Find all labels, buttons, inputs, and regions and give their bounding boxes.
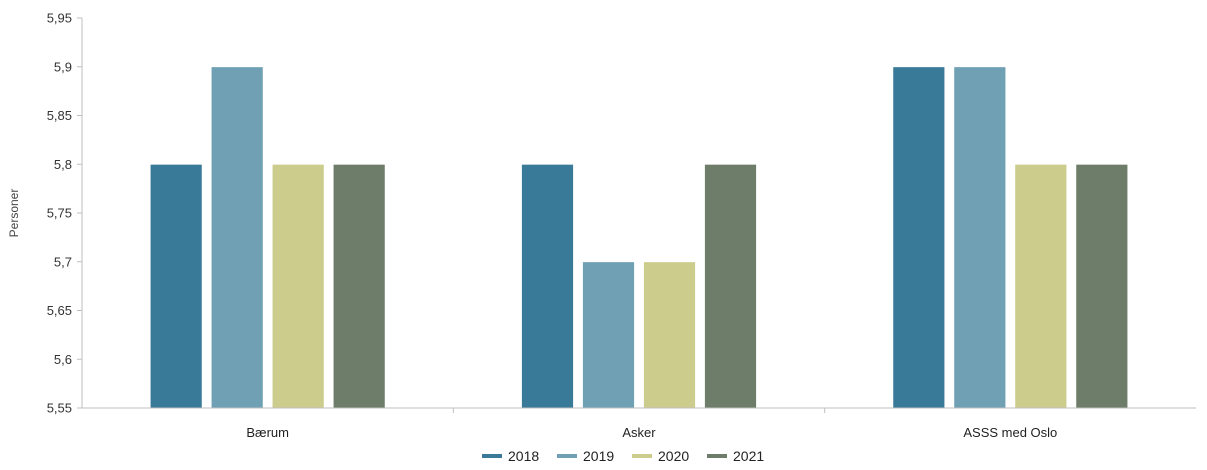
y-tick-label: 5,85 <box>47 108 72 123</box>
bar <box>643 261 696 409</box>
x-category-label: Bærum <box>246 425 289 440</box>
bar <box>1075 163 1129 409</box>
legend-label: 2019 <box>583 448 614 464</box>
bar <box>953 66 1007 409</box>
legend-swatch <box>707 454 727 458</box>
legend-label: 2018 <box>508 448 539 464</box>
legend-item: 2019 <box>557 448 614 464</box>
bar <box>332 163 386 409</box>
legend-item: 2021 <box>707 448 764 464</box>
y-axis: 5,55 5,6 5,65 5,7 5,75 5,8 5,85 5,9 5,95 <box>47 11 83 416</box>
bars <box>149 66 1129 409</box>
x-category-label: ASSS med Oslo <box>963 425 1057 440</box>
legend-swatch <box>557 454 577 458</box>
bar <box>149 163 203 409</box>
legend-swatch <box>632 454 652 458</box>
legend-label: 2021 <box>733 448 764 464</box>
bar <box>704 163 757 409</box>
x-category-label: Asker <box>622 425 656 440</box>
legend: 2018 2019 2020 2021 <box>482 448 764 464</box>
bar <box>892 66 946 409</box>
legend-swatch <box>482 454 502 458</box>
bar <box>1014 163 1068 409</box>
y-tick-label: 5,8 <box>54 157 72 172</box>
y-tick-label: 5,95 <box>47 11 72 26</box>
legend-label: 2020 <box>658 448 689 464</box>
legend-item: 2020 <box>632 448 689 464</box>
y-axis-label: Personer <box>7 189 21 238</box>
bar <box>582 261 635 409</box>
y-tick-label: 5,55 <box>47 401 72 416</box>
legend-item: 2018 <box>482 448 539 464</box>
y-tick-label: 5,7 <box>54 254 72 269</box>
y-tick-label: 5,75 <box>47 206 72 221</box>
bar <box>210 66 264 409</box>
bar <box>521 163 574 409</box>
y-tick-label: 5,65 <box>47 303 72 318</box>
bar <box>271 163 325 409</box>
y-tick-label: 5,6 <box>54 352 72 367</box>
y-tick-label: 5,9 <box>54 59 72 74</box>
x-axis: Bærum Asker ASSS med Oslo <box>82 407 1196 440</box>
